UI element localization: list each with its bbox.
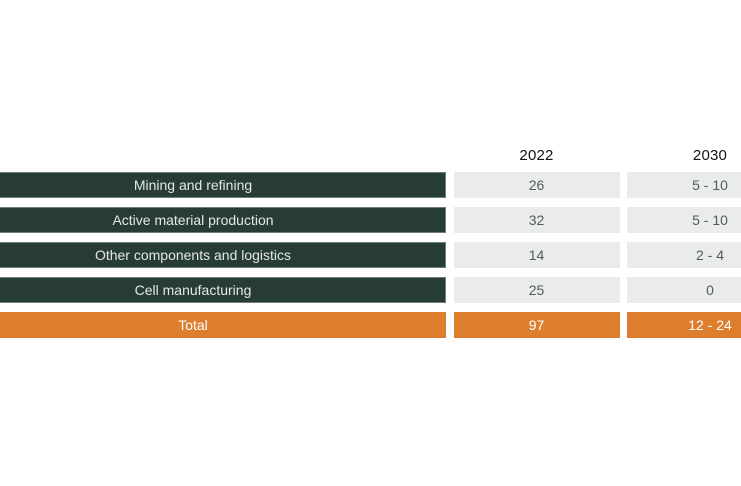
row-label-total: Total <box>0 312 446 338</box>
value-2030-mining: 5 - 10 <box>627 172 741 198</box>
table-row: Mining and refining 26 5 - 10 <box>0 172 741 198</box>
value-2030-cell-manufacturing: 0 <box>627 277 741 303</box>
column-header-row: 2022 2030 <box>0 146 741 166</box>
table-row: Cell manufacturing 25 0 <box>0 277 741 303</box>
table-row: Active material production 32 5 - 10 <box>0 207 741 233</box>
row-label-mining: Mining and refining <box>0 172 446 198</box>
header-spacer <box>0 146 446 166</box>
value-2022-mining: 26 <box>453 172 620 198</box>
row-label-cell-manufacturing: Cell manufacturing <box>0 277 446 303</box>
row-label-active-material: Active material production <box>0 207 446 233</box>
table-row: Other components and logistics 14 2 - 4 <box>0 242 741 268</box>
table-row-total: Total 97 12 - 24 <box>0 312 741 338</box>
cost-table: 2022 2030 Mining and refining 26 5 - 10 … <box>0 146 741 338</box>
value-2022-active-material: 32 <box>453 207 620 233</box>
value-2022-total: 97 <box>453 312 620 338</box>
col-header-2030: 2030 <box>692 147 728 164</box>
row-label-other-components: Other components and logistics <box>0 242 446 268</box>
col-header-2022: 2022 <box>519 147 554 164</box>
value-2030-total: 12 - 24 <box>627 312 741 338</box>
value-2030-other-components: 2 - 4 <box>627 242 741 268</box>
value-2022-cell-manufacturing: 25 <box>453 277 620 303</box>
value-2030-active-material: 5 - 10 <box>627 207 741 233</box>
value-2022-other-components: 14 <box>453 242 620 268</box>
